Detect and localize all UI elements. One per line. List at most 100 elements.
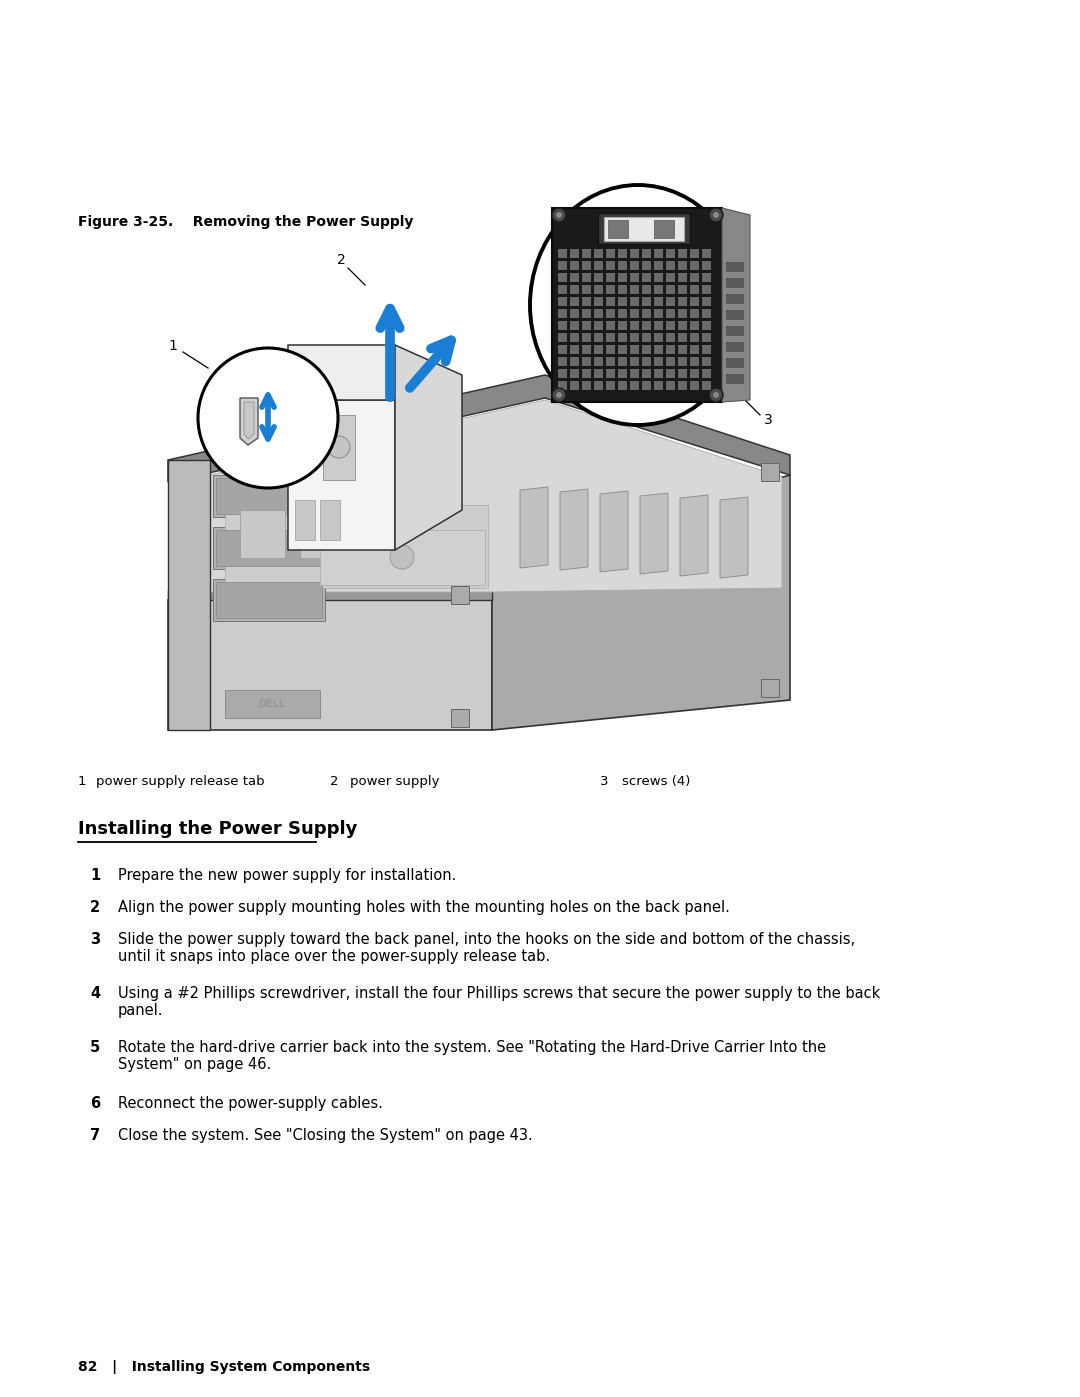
Bar bbox=[606, 358, 615, 366]
Bar bbox=[666, 285, 675, 293]
Bar bbox=[690, 285, 699, 293]
Text: Slide the power supply toward the back panel, into the hooks on the side and bot: Slide the power supply toward the back p… bbox=[118, 932, 855, 964]
Bar bbox=[761, 679, 779, 697]
Circle shape bbox=[552, 388, 566, 402]
Bar bbox=[570, 358, 579, 366]
Bar bbox=[558, 272, 567, 282]
Bar bbox=[654, 309, 663, 319]
Bar bbox=[642, 345, 651, 353]
Bar bbox=[726, 263, 744, 272]
Bar bbox=[570, 249, 579, 258]
Bar bbox=[570, 321, 579, 330]
Bar bbox=[558, 369, 567, 379]
Polygon shape bbox=[320, 529, 485, 585]
Bar bbox=[678, 249, 687, 258]
Bar bbox=[630, 381, 639, 390]
Bar bbox=[606, 285, 615, 293]
Bar bbox=[678, 345, 687, 353]
Bar bbox=[630, 332, 639, 342]
Bar bbox=[654, 345, 663, 353]
Text: 82   |   Installing System Components: 82 | Installing System Components bbox=[78, 1361, 370, 1375]
Bar bbox=[666, 332, 675, 342]
Text: 5: 5 bbox=[90, 1039, 100, 1055]
Bar bbox=[678, 321, 687, 330]
Bar bbox=[570, 285, 579, 293]
Bar bbox=[594, 358, 603, 366]
Text: power supply: power supply bbox=[350, 775, 440, 788]
Bar bbox=[558, 332, 567, 342]
Circle shape bbox=[328, 436, 350, 458]
Bar bbox=[642, 332, 651, 342]
Bar bbox=[642, 272, 651, 282]
Bar bbox=[618, 298, 627, 306]
Circle shape bbox=[198, 348, 338, 488]
Bar bbox=[606, 261, 615, 270]
Polygon shape bbox=[680, 495, 708, 576]
Bar bbox=[666, 249, 675, 258]
Circle shape bbox=[556, 393, 562, 398]
Polygon shape bbox=[723, 208, 750, 402]
Bar bbox=[630, 321, 639, 330]
Polygon shape bbox=[240, 398, 258, 446]
Bar bbox=[654, 261, 663, 270]
Bar bbox=[582, 309, 591, 319]
Bar bbox=[618, 369, 627, 379]
Polygon shape bbox=[600, 490, 627, 571]
Bar bbox=[690, 345, 699, 353]
Polygon shape bbox=[225, 690, 320, 718]
Bar bbox=[678, 309, 687, 319]
Bar bbox=[726, 326, 744, 337]
Bar bbox=[666, 381, 675, 390]
Polygon shape bbox=[320, 500, 340, 541]
Bar bbox=[678, 381, 687, 390]
Text: Prepare the new power supply for installation.: Prepare the new power supply for install… bbox=[118, 868, 457, 883]
Bar bbox=[558, 285, 567, 293]
Bar bbox=[570, 298, 579, 306]
Polygon shape bbox=[295, 500, 315, 541]
Bar bbox=[618, 272, 627, 282]
Bar bbox=[690, 321, 699, 330]
Polygon shape bbox=[519, 488, 548, 569]
Circle shape bbox=[708, 388, 723, 402]
Bar bbox=[654, 249, 663, 258]
Bar bbox=[570, 272, 579, 282]
Bar bbox=[654, 272, 663, 282]
Bar bbox=[630, 358, 639, 366]
Bar bbox=[654, 358, 663, 366]
Circle shape bbox=[552, 208, 566, 222]
Bar bbox=[618, 249, 627, 258]
Bar bbox=[582, 369, 591, 379]
Bar bbox=[594, 332, 603, 342]
Polygon shape bbox=[323, 415, 355, 481]
Polygon shape bbox=[288, 345, 395, 400]
Polygon shape bbox=[168, 599, 492, 731]
Bar bbox=[642, 369, 651, 379]
Text: 3: 3 bbox=[90, 932, 100, 947]
Bar bbox=[582, 358, 591, 366]
Bar bbox=[654, 321, 663, 330]
Bar bbox=[594, 298, 603, 306]
Polygon shape bbox=[216, 529, 322, 566]
Text: DELL: DELL bbox=[258, 698, 285, 710]
Bar bbox=[582, 261, 591, 270]
Text: Reconnect the power-supply cables.: Reconnect the power-supply cables. bbox=[118, 1097, 383, 1111]
Bar bbox=[558, 261, 567, 270]
Polygon shape bbox=[213, 578, 325, 622]
Bar bbox=[630, 345, 639, 353]
Bar bbox=[606, 381, 615, 390]
Bar bbox=[690, 249, 699, 258]
Bar bbox=[642, 358, 651, 366]
Bar bbox=[618, 309, 627, 319]
Bar bbox=[582, 332, 591, 342]
Bar bbox=[726, 358, 744, 367]
Bar bbox=[594, 345, 603, 353]
Bar bbox=[702, 358, 711, 366]
Bar bbox=[702, 285, 711, 293]
Bar bbox=[594, 381, 603, 390]
Bar bbox=[642, 381, 651, 390]
Bar bbox=[606, 369, 615, 379]
Circle shape bbox=[556, 212, 562, 218]
Bar bbox=[606, 309, 615, 319]
Bar bbox=[702, 249, 711, 258]
Bar bbox=[594, 321, 603, 330]
